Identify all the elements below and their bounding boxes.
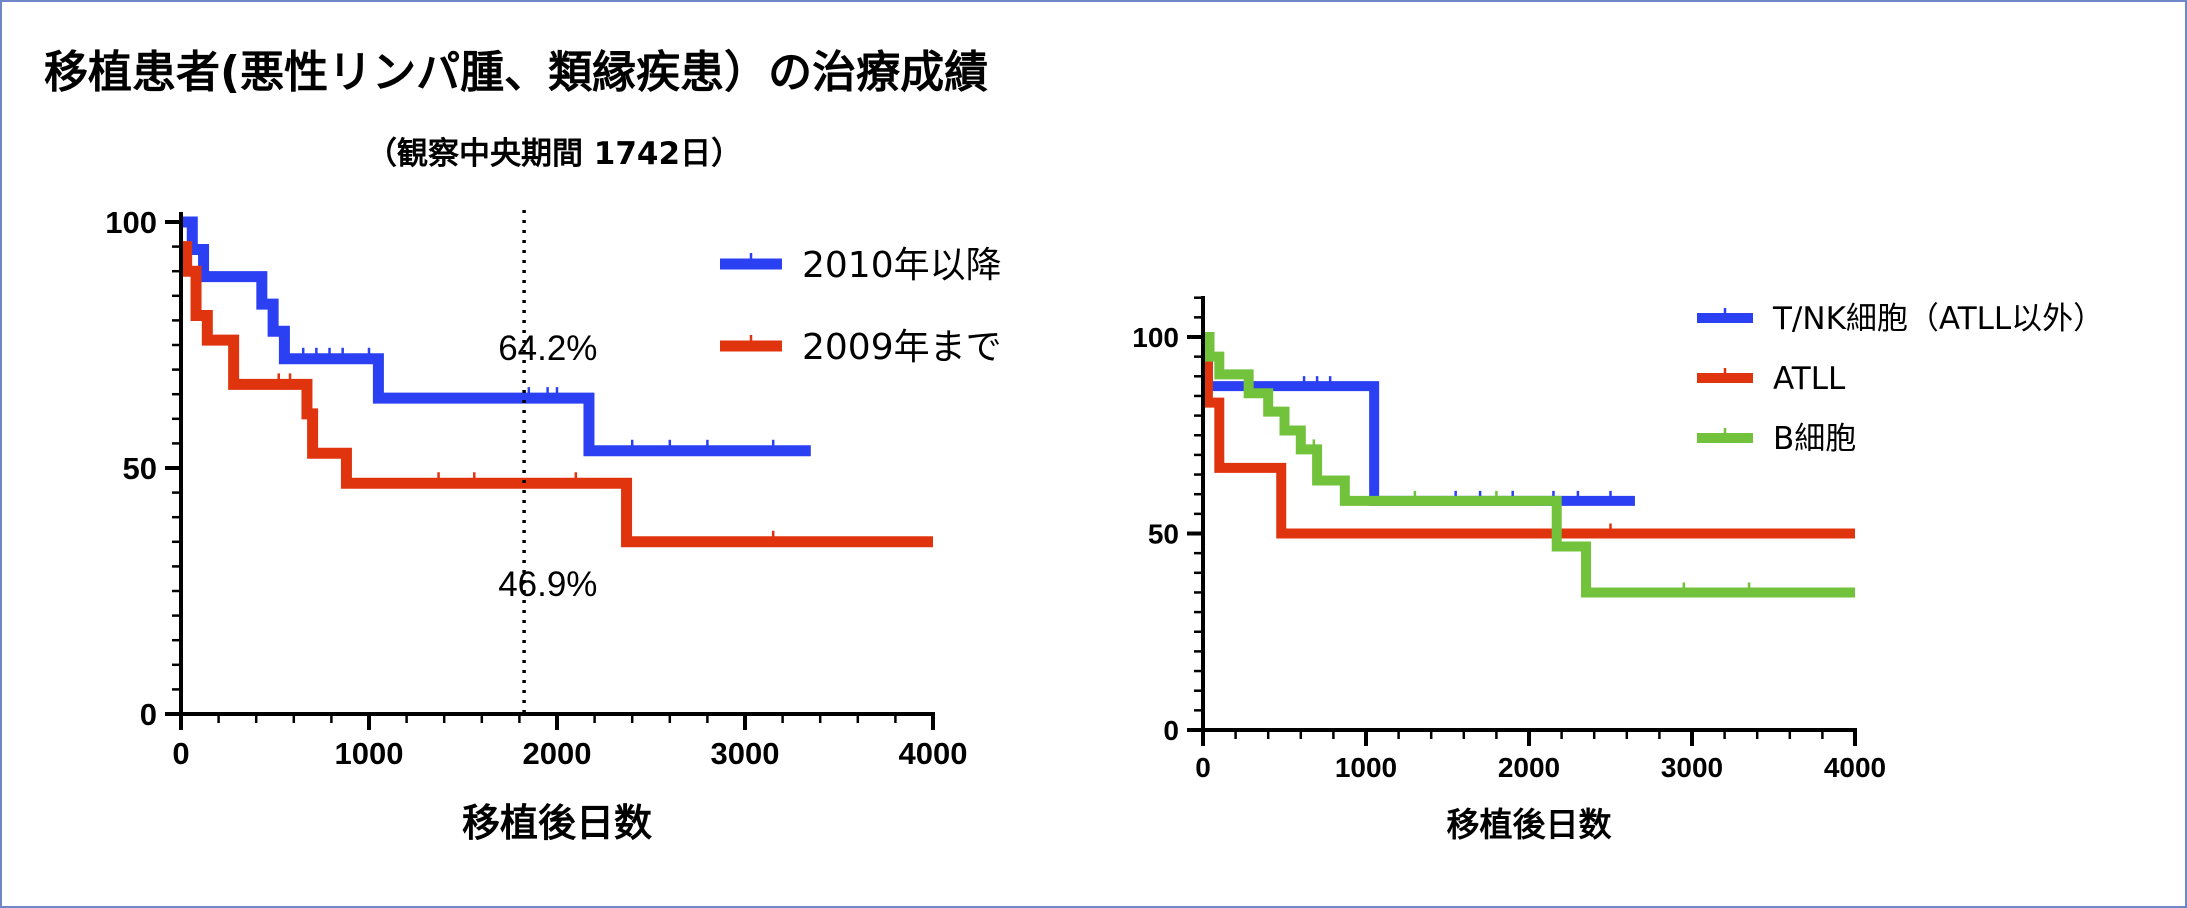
y-tick-label: 0 xyxy=(1163,715,1179,746)
y-tick-label: 50 xyxy=(1148,519,1179,550)
legend-label-atll: ATLL xyxy=(1773,361,1846,397)
x-tick-label: 3000 xyxy=(1661,752,1723,783)
page-subtitle: （観察中央期間 1742日） xyxy=(366,136,743,172)
x-tick-label: 4000 xyxy=(899,736,968,771)
x-tick-label: 2000 xyxy=(523,736,592,771)
x-tick-label: 2000 xyxy=(1498,752,1560,783)
legend-label-t-nk-atll: T/NK細胞（ATLL以外） xyxy=(1772,301,2104,337)
y-tick-label: 100 xyxy=(1132,322,1179,353)
y-tick-label: 100 xyxy=(105,205,157,240)
legend-label-2010: 2010年以降 xyxy=(802,245,1002,286)
x-tick-label: 1000 xyxy=(1335,752,1397,783)
y-tick-label: 50 xyxy=(123,451,157,486)
annotation-label: 64.2% xyxy=(498,329,597,368)
legend-label-b: B細胞 xyxy=(1773,421,1856,457)
series-line-b xyxy=(1203,332,1855,598)
x-tick-label: 3000 xyxy=(711,736,780,771)
x-axis-title: 移植後日数 xyxy=(1447,805,1613,844)
legend-label-2009: 2009年まで xyxy=(802,327,1002,368)
x-tick-label: 0 xyxy=(1195,752,1211,783)
x-axis-title: 移植後日数 xyxy=(462,801,652,845)
series-line-t-nk-atll xyxy=(1202,332,1635,506)
page-title: 移植患者(悪性リンパ腫、類縁疾患）の治療成績 xyxy=(44,47,989,98)
x-tick-label: 0 xyxy=(172,736,189,771)
x-tick-label: 1000 xyxy=(335,736,404,771)
x-tick-label: 4000 xyxy=(1824,752,1886,783)
series-line-2009 xyxy=(181,241,933,548)
y-tick-label: 0 xyxy=(140,697,157,732)
series-line-2010 xyxy=(181,216,811,457)
annotation-label: 46.9% xyxy=(498,565,597,604)
